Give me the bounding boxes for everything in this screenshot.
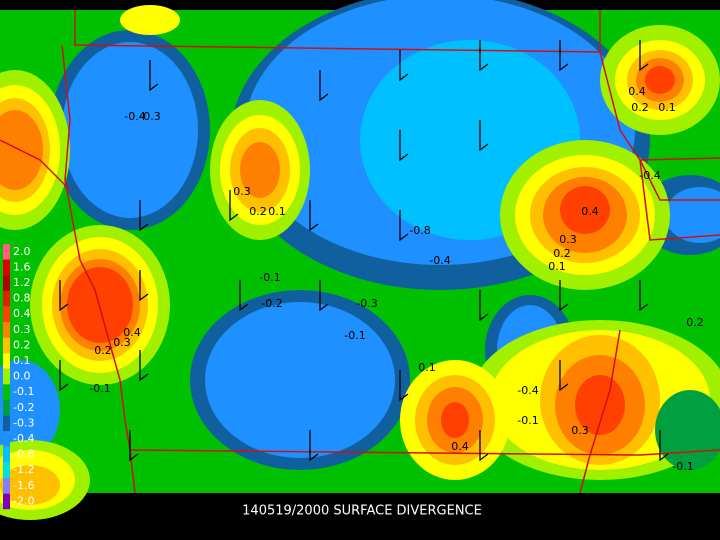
contour-label: 0.4: [628, 85, 646, 98]
legend-label: -0.2: [13, 401, 34, 414]
contour-label: -0.1: [672, 460, 693, 473]
legend-label: -1.6: [13, 479, 34, 492]
legend-swatch: [3, 306, 10, 322]
caption: 140519/2000 SURFACE DIVERGENCE: [242, 504, 482, 519]
legend-swatch: [3, 337, 10, 354]
contour-label: -0.3: [139, 110, 160, 123]
contour-label: -0.8: [409, 224, 430, 237]
state-borders: [0, 10, 720, 494]
legend-label: 0.1: [13, 354, 31, 367]
legend-swatch: [3, 275, 10, 291]
legend-label: -0.1: [13, 385, 34, 398]
contour-label: -0.4: [124, 110, 145, 123]
contour-label: 0.2: [553, 247, 571, 260]
contour-label: 0.4: [451, 440, 469, 453]
legend-label: -0.3: [13, 416, 34, 429]
contour-label: -0.4: [639, 169, 660, 182]
contour-label: -0.4: [429, 254, 450, 267]
legend-swatch: [3, 244, 10, 260]
legend-swatch: [3, 259, 10, 276]
contour-label: 0.3: [113, 336, 131, 349]
legend-label: 2.0: [13, 245, 31, 258]
legend-swatch: [3, 478, 10, 494]
legend-swatch: [3, 322, 10, 338]
contour-label: 0.3: [233, 185, 251, 198]
legend-label: 1.2: [13, 276, 31, 289]
legend-swatch: [3, 462, 10, 478]
legend-label: 0.2: [13, 338, 31, 351]
legend-label: 0.0: [13, 370, 31, 383]
high: [400, 360, 510, 480]
color-legend: 2.0 1.6 1.2 0.8 0.4 0.3 0.2 0.1 0.0 -0.1 -0.2 -0.3 -…: [3, 244, 34, 510]
contour-label: 0.2: [94, 344, 112, 357]
high: [600, 25, 720, 135]
legend-swatch: [3, 368, 10, 385]
legend-swatch: [3, 415, 10, 432]
legend-swatch: [3, 446, 10, 463]
contour-label: -0.2: [261, 297, 282, 310]
legend-label: -0.4: [13, 432, 34, 445]
legend-label: -0.8: [13, 448, 34, 461]
contour-label: 0.2: [249, 205, 267, 218]
high: [0, 440, 90, 520]
contour-label: -0.1: [517, 414, 538, 427]
contour-label: 0.1: [658, 101, 676, 114]
wind-barbs: [59, 40, 669, 462]
legend-swatch: [3, 400, 10, 416]
legend-label: -2.0: [13, 494, 34, 507]
field: [0, 0, 720, 520]
contour-label: 0.1: [268, 205, 286, 218]
high: [210, 100, 310, 240]
legend-label: -1.2: [13, 463, 34, 476]
contour-label: 0.1: [548, 260, 566, 273]
contour-label: 0.3: [571, 424, 589, 437]
contour-label: -0.4: [517, 384, 538, 397]
legend-swatch: [3, 353, 10, 369]
contour-labels: -0.4-0.30.30.2 0.1-0.8-0.40.40.30.20.1-0.…: [89, 85, 703, 473]
contour-label: 0.3: [559, 233, 577, 246]
legend-label: 0.3: [13, 323, 31, 336]
high: [30, 225, 170, 385]
legend-swatch: [3, 431, 10, 447]
contour-label: -0.1: [259, 271, 280, 284]
contour-label: -0.1: [89, 382, 110, 395]
contour-label: 0.4: [123, 326, 141, 339]
legend-swatch: [3, 290, 10, 307]
contour-label: 0.2: [686, 316, 704, 329]
legend-label: 0.8: [13, 292, 31, 305]
contour-label: -0.3: [356, 297, 377, 310]
legend-label: 1.6: [13, 260, 31, 273]
legend-swatch: [3, 384, 10, 400]
legend-swatch: [3, 493, 10, 510]
contour-label: -0.1: [344, 329, 365, 342]
high: [500, 140, 670, 290]
contour-label: 0.4: [581, 205, 599, 218]
contour-label: 0.2: [631, 101, 649, 114]
legend-label: 0.4: [13, 307, 31, 320]
contour-label: 0.1: [418, 361, 436, 374]
